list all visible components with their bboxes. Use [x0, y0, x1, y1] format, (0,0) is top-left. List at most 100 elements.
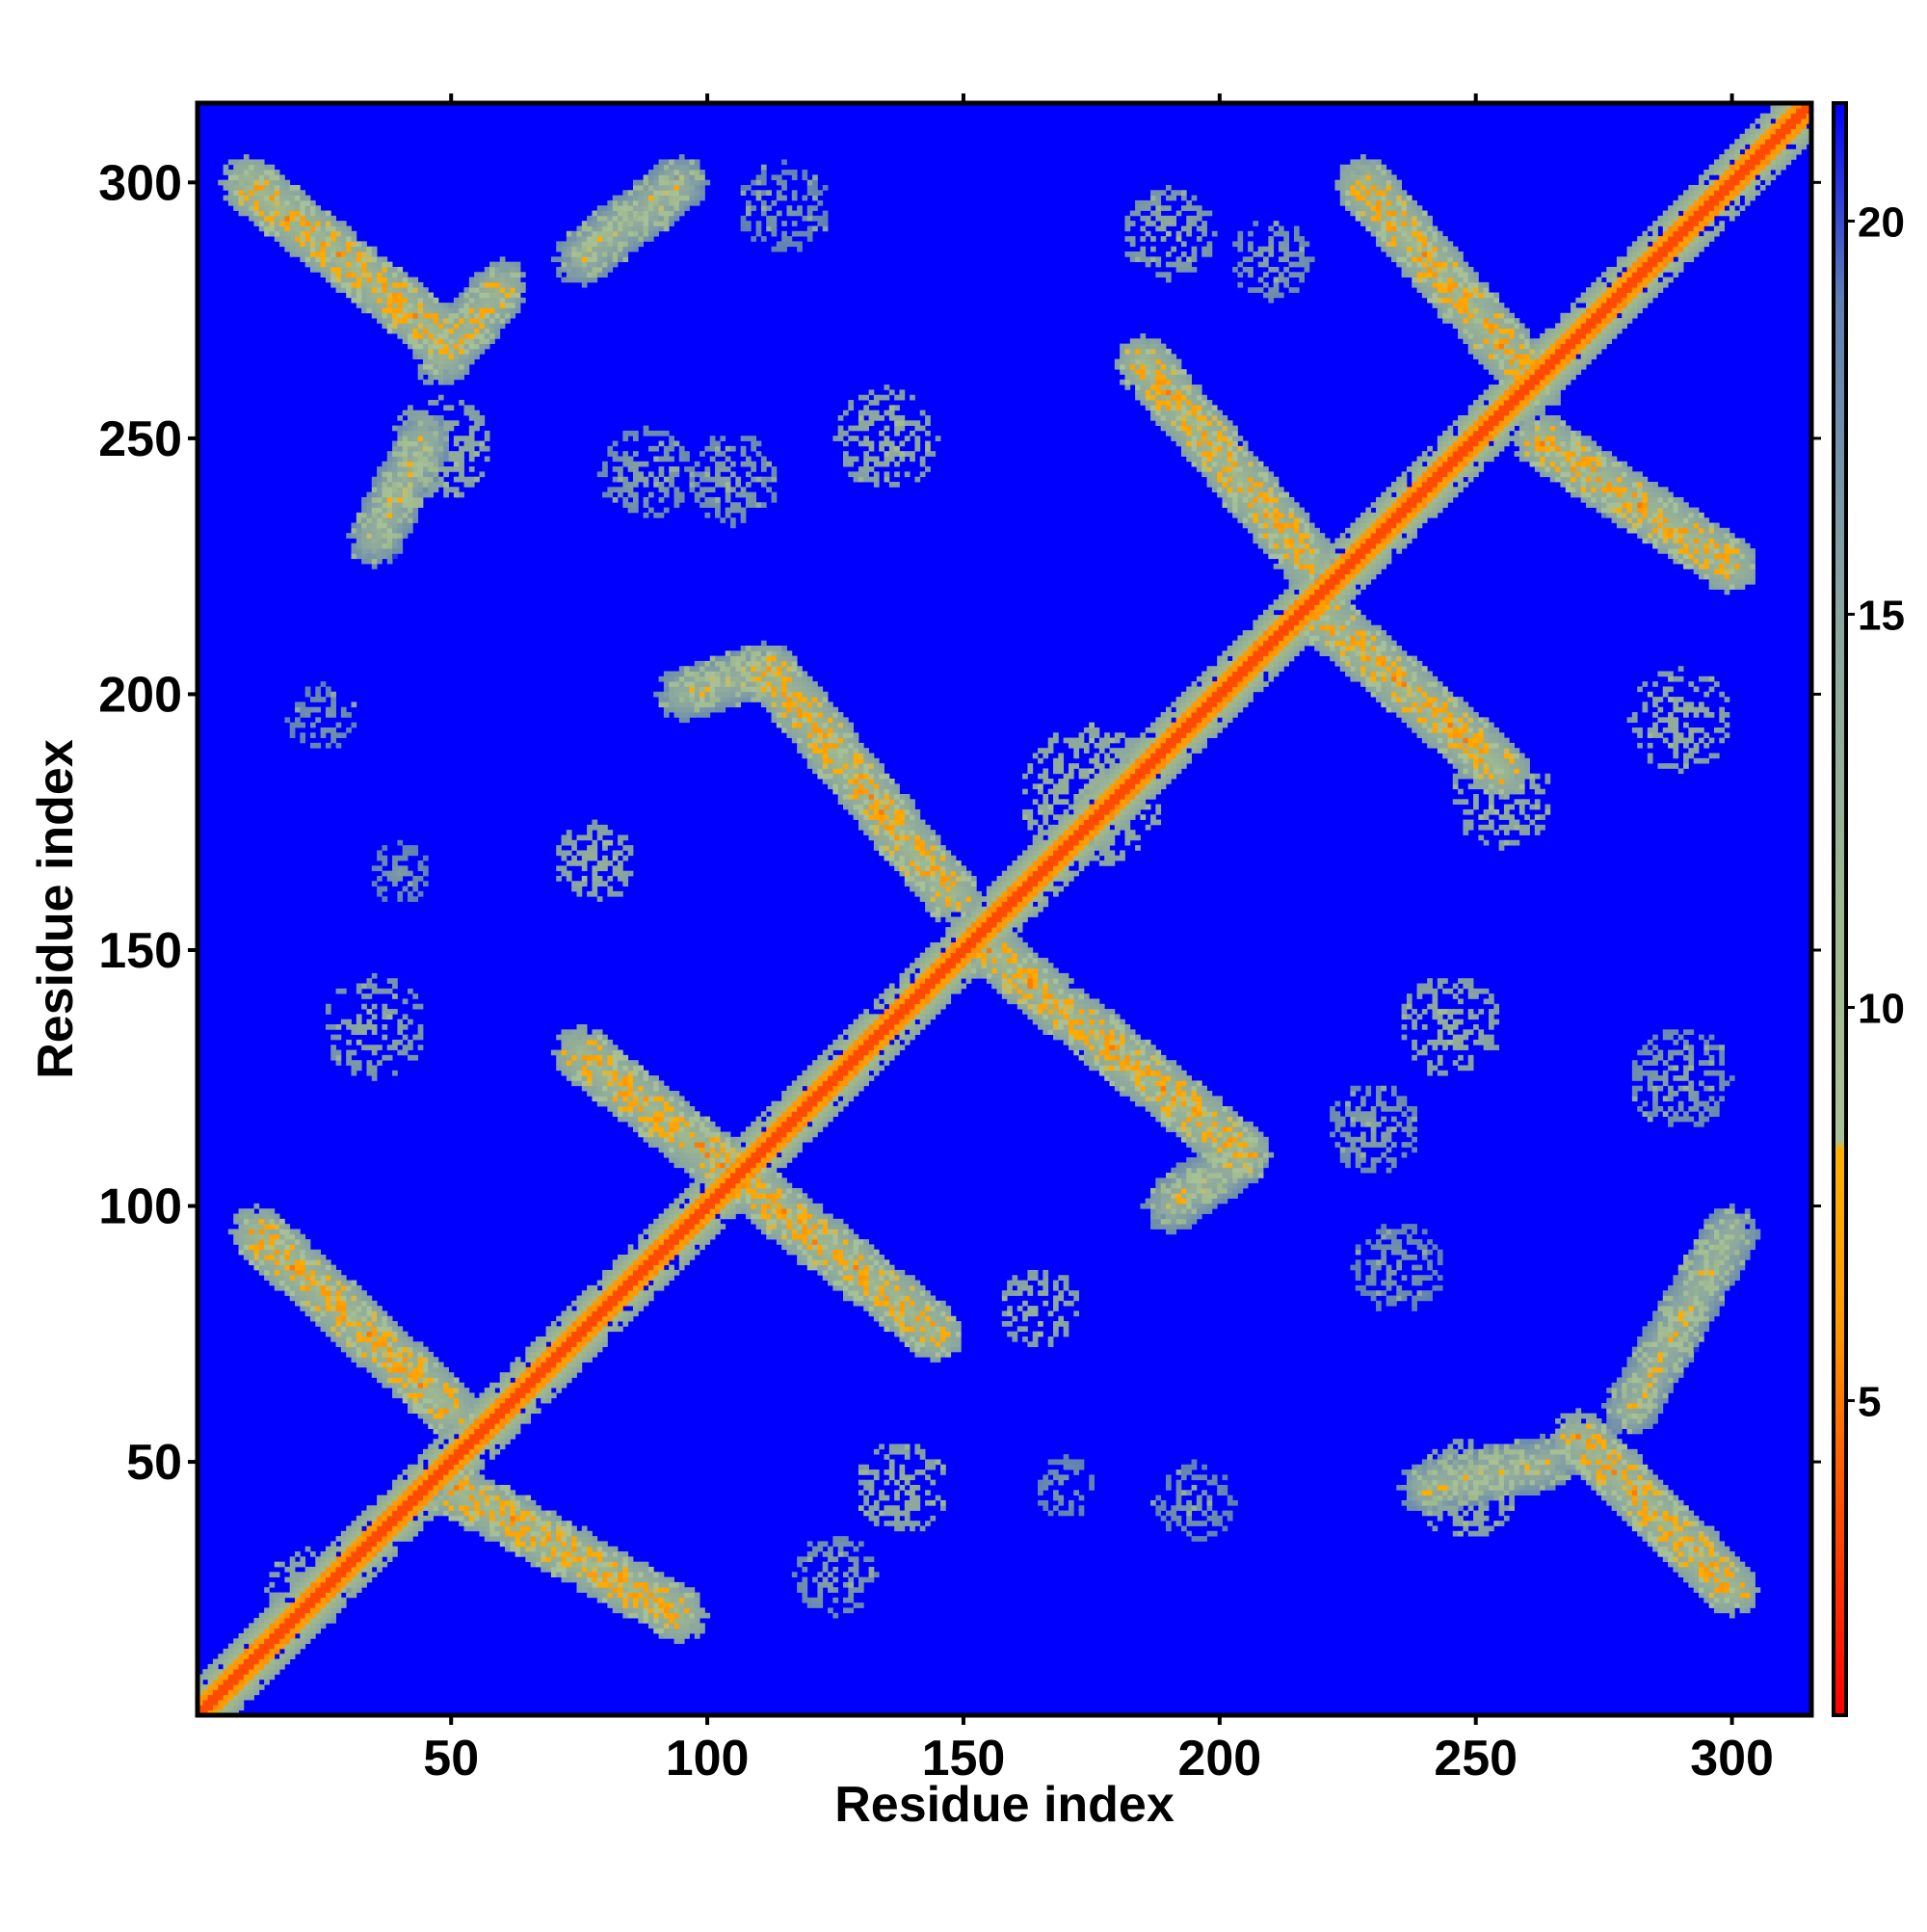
- heatmap-cell: [422, 1469, 429, 1475]
- heatmap-cell: [541, 1397, 546, 1404]
- heatmap-cell: [587, 850, 593, 857]
- heatmap-cell: [618, 1587, 623, 1593]
- heatmap-cell: [340, 225, 347, 232]
- heatmap-cell: [325, 256, 331, 263]
- heatmap-cell: [340, 1602, 347, 1608]
- heatmap-cell: [325, 1581, 331, 1588]
- heatmap-cell: [340, 1306, 347, 1311]
- heatmap-cell: [233, 159, 239, 166]
- heatmap-cell: [484, 323, 490, 330]
- heatmap-cell: [663, 1633, 670, 1639]
- heatmap-cell: [269, 1597, 276, 1603]
- heatmap-cell: [632, 476, 639, 483]
- heatmap-cell: [330, 256, 336, 263]
- heatmap-cell: [561, 1045, 568, 1050]
- heatmap-cell: [304, 691, 311, 698]
- heatmap-cell: [556, 1054, 562, 1061]
- heatmap-cell: [607, 1100, 614, 1107]
- heatmap-cell: [459, 358, 464, 365]
- heatmap-cell: [309, 1306, 316, 1311]
- heatmap-cell: [689, 1203, 696, 1209]
- heatmap-cell: [340, 1290, 347, 1296]
- heatmap-cell: [227, 1669, 234, 1675]
- heatmap-cell: [643, 1280, 649, 1286]
- heatmap-cell: [330, 732, 336, 738]
- heatmap-cell: [346, 1336, 352, 1342]
- heatmap-cell: [530, 1556, 537, 1563]
- heatmap-cell: [366, 978, 373, 984]
- heatmap-cell: [258, 1239, 265, 1245]
- heatmap-cell: [561, 1034, 568, 1041]
- heatmap-cell: [459, 445, 464, 452]
- heatmap-cell: [402, 1536, 409, 1542]
- heatmap-cell: [371, 1551, 378, 1557]
- heatmap-cell: [443, 374, 449, 381]
- heatmap-cell: [227, 1705, 234, 1711]
- heatmap-cell: [618, 875, 623, 882]
- heatmap-cell: [227, 1654, 234, 1659]
- heatmap-cell: [269, 1612, 276, 1619]
- heatmap-cell: [622, 476, 629, 483]
- heatmap-cell: [408, 507, 413, 514]
- heatmap-cell: [643, 512, 649, 518]
- heatmap-cell: [638, 1259, 645, 1266]
- heatmap-cell: [428, 338, 435, 345]
- heatmap-cell: [596, 1326, 603, 1333]
- heatmap-cell: [361, 1510, 367, 1517]
- heatmap-cell: [325, 1003, 331, 1010]
- heatmap-cell: [392, 502, 398, 508]
- heatmap-cell: [453, 491, 460, 498]
- heatmap-cell: [433, 1417, 439, 1424]
- heatmap-cell: [602, 865, 608, 872]
- heatmap-cell: [678, 199, 685, 206]
- heatmap-cell: [300, 195, 306, 201]
- heatmap-cell: [253, 159, 260, 166]
- heatmap-cell: [632, 210, 639, 217]
- heatmap-cell: [320, 272, 327, 278]
- heatmap-cell: [202, 1684, 209, 1690]
- heatmap-cell: [638, 1592, 645, 1599]
- heatmap-cell: [566, 1372, 572, 1378]
- heatmap-cell: [678, 1597, 685, 1603]
- heatmap-cell: [459, 307, 464, 314]
- heatmap-cell: [386, 988, 393, 994]
- heatmap-cell: [309, 199, 316, 206]
- heatmap-cell: [612, 221, 619, 226]
- heatmap-cell: [489, 1485, 495, 1491]
- heatmap-cell: [361, 287, 367, 293]
- heatmap-cell: [428, 348, 435, 355]
- heatmap-cell: [258, 1218, 265, 1225]
- heatmap-cell: [596, 1341, 603, 1347]
- heatmap-cell: [253, 1654, 260, 1659]
- heatmap-cell: [371, 543, 378, 549]
- heatmap-cell: [494, 328, 501, 334]
- heatmap-cell: [392, 548, 398, 554]
- heatmap-cell: [371, 1321, 378, 1327]
- heatmap-cell: [377, 1530, 383, 1537]
- heatmap-cell: [340, 1341, 347, 1347]
- heatmap-cell: [289, 205, 296, 211]
- heatmap-cell: [238, 1679, 245, 1685]
- heatmap-cell: [422, 1346, 429, 1353]
- heatmap-cell: [212, 1709, 219, 1715]
- heatmap-cell: [371, 1045, 378, 1050]
- heatmap-cell: [550, 1377, 557, 1384]
- heatmap-cell: [550, 1336, 557, 1342]
- heatmap-cell: [479, 281, 486, 288]
- heatmap-cell: [545, 1357, 552, 1363]
- heatmap-cell: [269, 1233, 276, 1240]
- heatmap-cell: [371, 297, 378, 304]
- heatmap-cell: [489, 1382, 495, 1389]
- heatmap-cell: [689, 697, 696, 702]
- heatmap-cell: [428, 1408, 435, 1415]
- heatmap-cell: [320, 732, 327, 738]
- heatmap-cell: [618, 195, 623, 201]
- heatmap-cell: [428, 461, 435, 467]
- heatmap-cell: [412, 491, 419, 498]
- heatmap-cell: [377, 1326, 383, 1333]
- heatmap-cell: [647, 1597, 654, 1603]
- heatmap-cell: [694, 660, 700, 667]
- heatmap-cell: [684, 1151, 690, 1158]
- heatmap-cell: [596, 1321, 603, 1327]
- heatmap-cell: [422, 1377, 429, 1384]
